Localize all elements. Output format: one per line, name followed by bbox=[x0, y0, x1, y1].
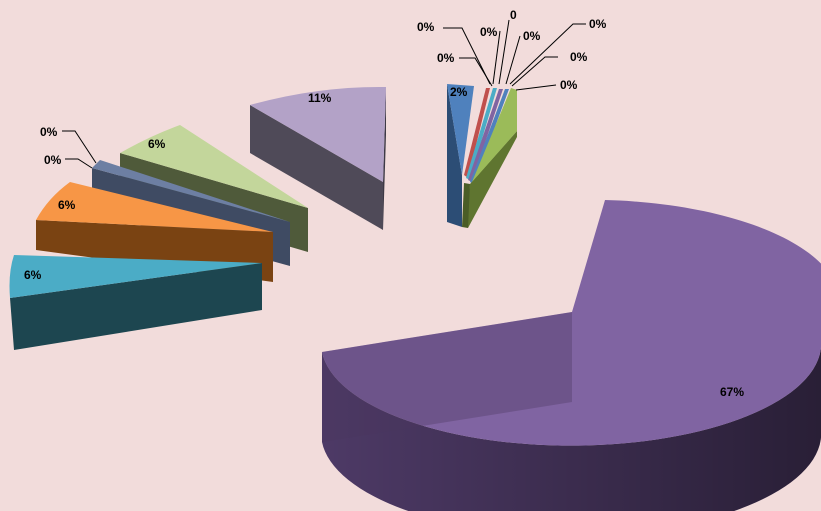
leader-line bbox=[443, 27, 491, 85]
leader-line bbox=[511, 56, 558, 87]
label-0pct-g: 0% bbox=[437, 51, 455, 65]
leader-line bbox=[65, 158, 93, 169]
slice-6pct-cyan-top bbox=[9, 255, 262, 298]
label-0pct-a: 0% bbox=[417, 20, 435, 34]
slice-2pct-top bbox=[447, 84, 474, 175]
label-6pct-green: 6% bbox=[148, 137, 166, 151]
label-0pct-c: 0% bbox=[523, 29, 541, 43]
slice-6pct-green-top bbox=[120, 125, 308, 208]
leader-line bbox=[505, 35, 521, 85]
slice-6pct-cyan bbox=[9, 255, 262, 350]
slice-thin-group bbox=[462, 88, 517, 228]
slice-thin-teal bbox=[466, 88, 497, 180]
leader-line bbox=[515, 84, 557, 91]
slice-67pct bbox=[322, 200, 821, 511]
label-2pct: 2% bbox=[450, 85, 468, 99]
leader-line bbox=[492, 30, 501, 85]
slice-green-side bbox=[466, 131, 517, 228]
leader-line bbox=[498, 19, 510, 85]
slice-67pct-top bbox=[322, 200, 821, 446]
slice-thin-blue bbox=[470, 89, 509, 184]
slice-11pct-side bbox=[250, 105, 383, 230]
slice-6pct-orange-top bbox=[36, 182, 273, 232]
label-6pct-orange: 6% bbox=[58, 198, 76, 212]
label-0pct-f: 0% bbox=[560, 78, 578, 92]
data-labels: 2% 0% 0% 0 0% 0% 0% 0% 0% 67% 6% 6% 0% 0… bbox=[24, 8, 744, 399]
slice-6pct-cyan-side bbox=[10, 263, 262, 350]
slice-11pct-side-2 bbox=[383, 87, 386, 230]
slice-11pct-top bbox=[250, 86, 386, 182]
label-67pct: 67% bbox=[720, 385, 744, 399]
slice-green-top bbox=[472, 88, 517, 182]
slice-67pct-cut-face bbox=[322, 312, 572, 442]
slice-67pct-side-shade bbox=[322, 340, 821, 511]
leader-lines bbox=[62, 19, 586, 169]
label-0pct-b: 0% bbox=[480, 25, 498, 39]
leader-line bbox=[62, 130, 97, 164]
label-0pct-e: 0% bbox=[570, 50, 588, 64]
slice-thin-purple bbox=[468, 89, 503, 182]
slice-thin-red bbox=[464, 88, 490, 178]
leader-line bbox=[509, 23, 586, 85]
slice-2pct bbox=[447, 84, 474, 227]
label-0pct-i: 0% bbox=[44, 153, 62, 167]
label-0: 0 bbox=[510, 8, 517, 22]
label-11pct: 11% bbox=[308, 91, 332, 105]
label-0pct-h: 0% bbox=[40, 125, 58, 139]
label-6pct-cyan: 6% bbox=[24, 268, 42, 282]
label-0pct-d: 0% bbox=[589, 17, 607, 31]
slice-2pct-side bbox=[447, 84, 462, 227]
leader-line bbox=[459, 57, 493, 87]
slice-0pct-slate-top bbox=[92, 160, 290, 222]
slice-green-base bbox=[462, 183, 470, 228]
slice-11pct bbox=[250, 86, 386, 230]
